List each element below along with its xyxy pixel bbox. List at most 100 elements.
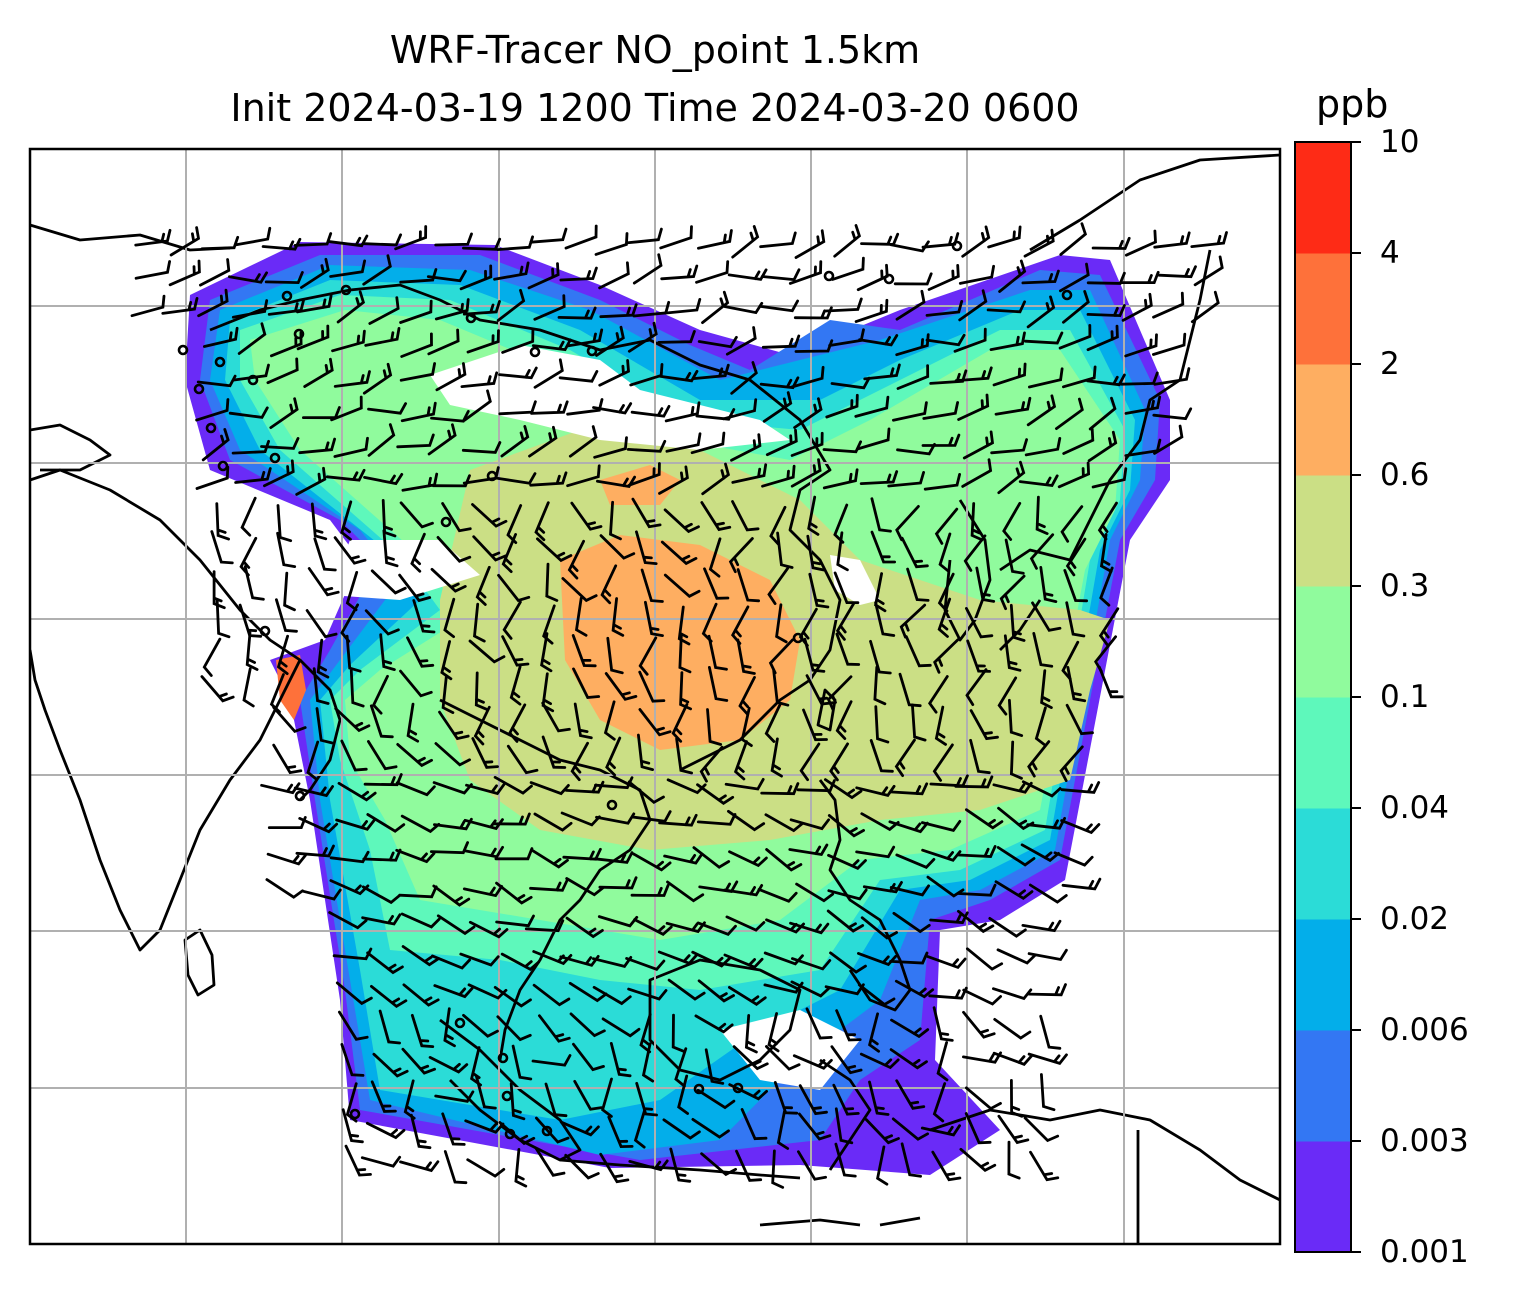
wind-barb [496, 472, 537, 485]
wind-barb [708, 666, 729, 702]
wind-barb [372, 1052, 409, 1078]
wind-barb [210, 530, 234, 565]
wind-barb [776, 531, 794, 569]
wind-barb [891, 1117, 929, 1141]
wind-barb [466, 1158, 506, 1178]
wind-barb [541, 701, 571, 733]
wind-barb [794, 229, 826, 259]
wind-barb [987, 225, 1022, 249]
wind-barb [604, 672, 638, 701]
wind-barb [371, 674, 389, 715]
wind-barb [599, 1152, 630, 1184]
wind-barb [641, 1042, 655, 1083]
wind-barb [1058, 324, 1092, 350]
wind-barb [276, 531, 297, 568]
wind-barb [793, 397, 823, 429]
wind-barb [201, 428, 230, 462]
wind-barb [592, 402, 633, 415]
wind-barb [1099, 566, 1114, 607]
wind-barb [434, 298, 470, 321]
wind-barb [775, 603, 788, 644]
wind-barb [475, 565, 491, 606]
wind-barb [638, 708, 672, 737]
calm-station-marker [792, 632, 804, 644]
wind-barb [1091, 236, 1131, 250]
wind-barb [659, 225, 693, 250]
wind-barb [1152, 291, 1185, 319]
wind-barb [599, 534, 636, 560]
wind-barb [493, 261, 530, 281]
calm-station-marker [294, 790, 306, 802]
wind-barb [759, 231, 797, 249]
wind-barb [626, 439, 667, 453]
wind-barb [770, 737, 783, 778]
wind-barb [598, 876, 638, 890]
wind-barb [500, 952, 541, 971]
wind-barb [1086, 324, 1119, 352]
wind-barb [534, 1146, 566, 1177]
wind-barb [790, 980, 831, 998]
wind-barb [401, 945, 440, 967]
wind-barb [926, 875, 965, 898]
wind-barb [530, 400, 569, 415]
wind-barb [362, 848, 402, 862]
wind-barb [870, 497, 892, 533]
wind-barb [764, 813, 804, 833]
wind-barb [471, 737, 499, 769]
wind-barb [926, 955, 967, 970]
wind-barb [790, 458, 822, 488]
wind-barb [529, 227, 568, 244]
wind-barb [696, 783, 735, 805]
wind-barb [524, 919, 565, 933]
wind-barb [807, 495, 820, 536]
wind-barb [559, 1120, 600, 1137]
wind-barb [243, 565, 265, 601]
wind-barb [593, 436, 628, 459]
colorbar-tick-label: 0.1 [1380, 679, 1430, 715]
wind-barb [603, 700, 616, 741]
wind-barb [707, 634, 728, 671]
wind-barb [630, 883, 670, 897]
wind-barb [410, 1013, 435, 1048]
wind-barb [363, 773, 403, 787]
wind-barb [345, 634, 362, 673]
wind-barb [625, 227, 663, 245]
wind-barb [303, 357, 334, 388]
colorbar-tick-label: 4 [1380, 235, 1400, 271]
wind-barb [434, 232, 473, 247]
wind-barb [301, 888, 342, 901]
wind-barb [306, 740, 320, 781]
wind-barb [792, 1054, 833, 1070]
wind-barb [854, 395, 890, 418]
calm-station-marker [883, 273, 895, 285]
wind-barb [534, 501, 550, 542]
wind-barb [660, 540, 698, 566]
wind-barb [1190, 290, 1220, 324]
calm-station-marker [440, 516, 452, 528]
wind-barb [835, 1009, 862, 1042]
wind-barb [827, 888, 868, 901]
wind-barb [501, 329, 535, 354]
wind-barb [568, 981, 608, 1003]
wind-barb [889, 1048, 928, 1070]
wind-barb [370, 985, 408, 1008]
wind-barb [398, 885, 438, 899]
wind-barb [460, 371, 499, 388]
map-subtitle: Init 2024-03-19 1200 Time 2024-03-20 060… [230, 86, 1080, 130]
wind-barb [771, 1149, 785, 1189]
wind-barb [627, 780, 665, 804]
wind-barb [1060, 781, 1101, 794]
wind-barb [362, 362, 393, 395]
wind-barb [474, 671, 488, 711]
wind-barb [570, 741, 589, 782]
wind-barb [731, 463, 768, 484]
wind-barb [1008, 698, 1024, 737]
wind-barb [399, 669, 433, 698]
wind-barb [130, 294, 166, 318]
wind-barb [461, 441, 502, 454]
field-gap-north [430, 345, 790, 450]
wind-barb [937, 572, 955, 613]
wind-barb [434, 742, 471, 767]
wind-barb [361, 885, 401, 905]
wind-barb [298, 437, 336, 455]
